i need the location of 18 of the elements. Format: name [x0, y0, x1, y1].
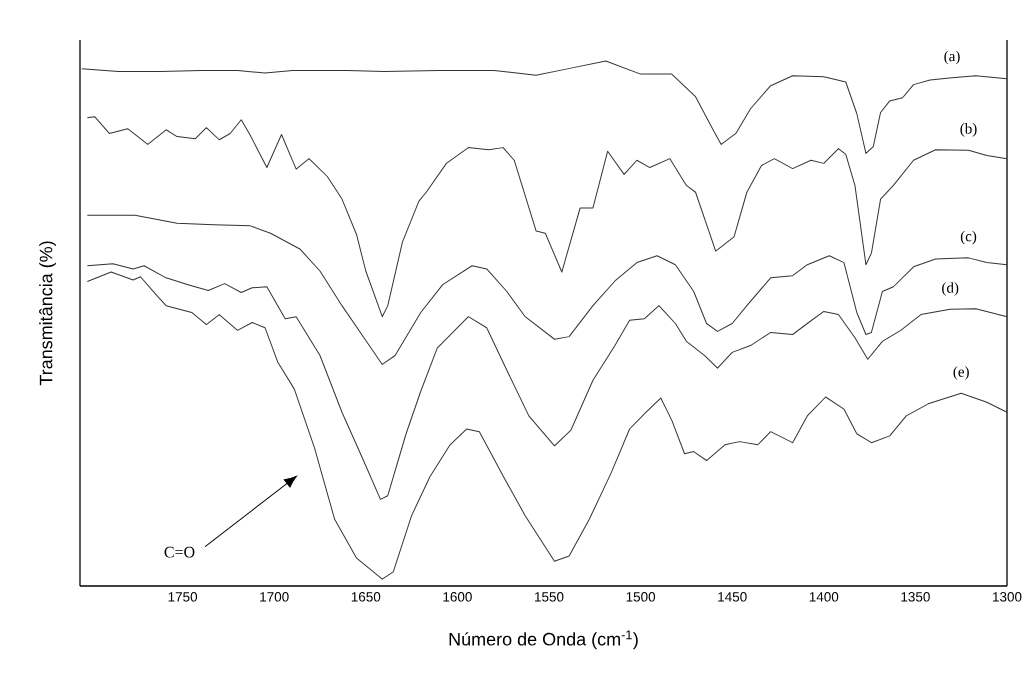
x-tick-label: 1450 — [718, 592, 747, 602]
x-tick-label: 1550 — [535, 592, 564, 602]
series-label: (a) — [944, 50, 960, 65]
x-tick-label: 1750 — [168, 592, 198, 602]
x-tick-label: 1700 — [260, 592, 289, 602]
series-label: (d) — [942, 282, 959, 296]
x-axis-title: Número de Onda (cm$^{-1}$) — [449, 630, 638, 650]
series-label: (e) — [953, 366, 969, 380]
x-tick-label: 1500 — [626, 592, 656, 602]
x-tick-label: 1350 — [901, 592, 930, 602]
x-tick-label: 1300 — [993, 592, 1022, 602]
x-tick-label: 1650 — [351, 592, 381, 602]
series-label: (c) — [960, 230, 977, 245]
annotation: C=O — [164, 546, 195, 558]
series-label: (b) — [960, 123, 977, 137]
x-tick-label: 1600 — [443, 592, 472, 602]
x-tick-label: 1400 — [809, 592, 839, 602]
y-axis-title: Transmitância (%) — [39, 241, 56, 386]
